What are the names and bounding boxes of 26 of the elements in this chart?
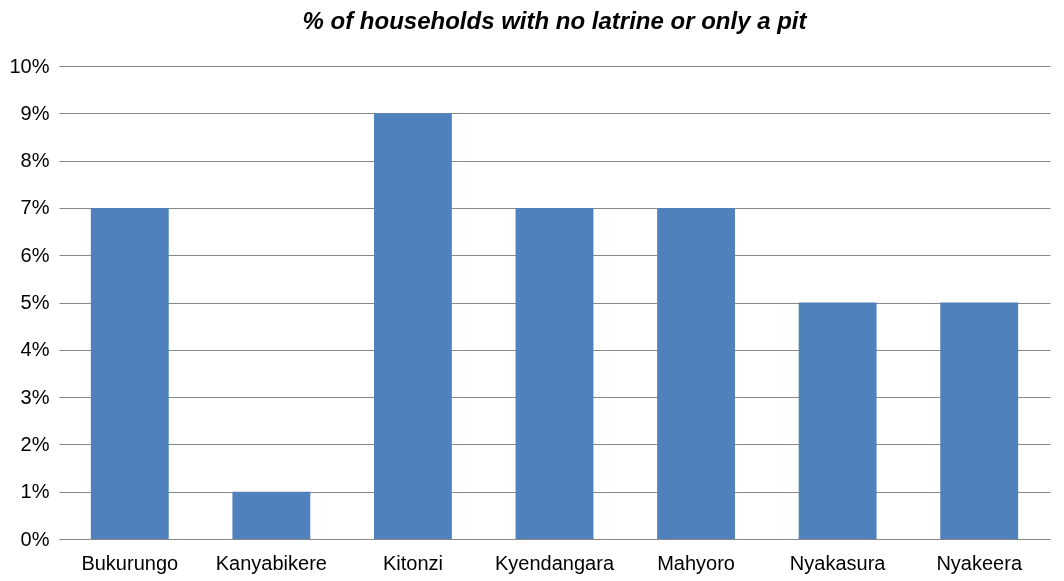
y-tick-label: 6%	[20, 243, 50, 266]
x-tick-label: Mahyoro	[657, 551, 735, 574]
bar	[940, 302, 1019, 539]
y-tick-label: 1%	[20, 480, 50, 503]
bar	[232, 491, 311, 539]
bar	[657, 207, 735, 539]
y-tick-label: 10%	[9, 54, 50, 77]
y-tick-label: 0%	[20, 527, 50, 550]
x-tick-label: Nyakeera	[936, 551, 1023, 574]
bar	[374, 113, 452, 539]
y-tick-label: 7%	[20, 196, 50, 219]
chart-title: % of households with no latrine or only a pit	[302, 7, 808, 34]
x-tick-label: Kyendangara	[495, 551, 615, 574]
x-tick-label: Kanyabikere	[215, 551, 327, 574]
bar	[798, 302, 877, 539]
y-tick-label: 9%	[20, 101, 50, 124]
bar	[515, 207, 594, 539]
x-tick-label: Kitonzi	[382, 551, 443, 574]
y-tick-label: 5%	[20, 291, 50, 313]
y-tick-label: 4%	[20, 338, 50, 361]
x-tick-label: Nyakasura	[789, 551, 887, 574]
x-tick-label: Bukurungo	[81, 551, 179, 574]
y-tick-label: 8%	[20, 149, 50, 172]
bar	[90, 207, 169, 539]
y-tick-label: 3%	[20, 385, 50, 408]
y-tick-label: 2%	[20, 432, 50, 455]
